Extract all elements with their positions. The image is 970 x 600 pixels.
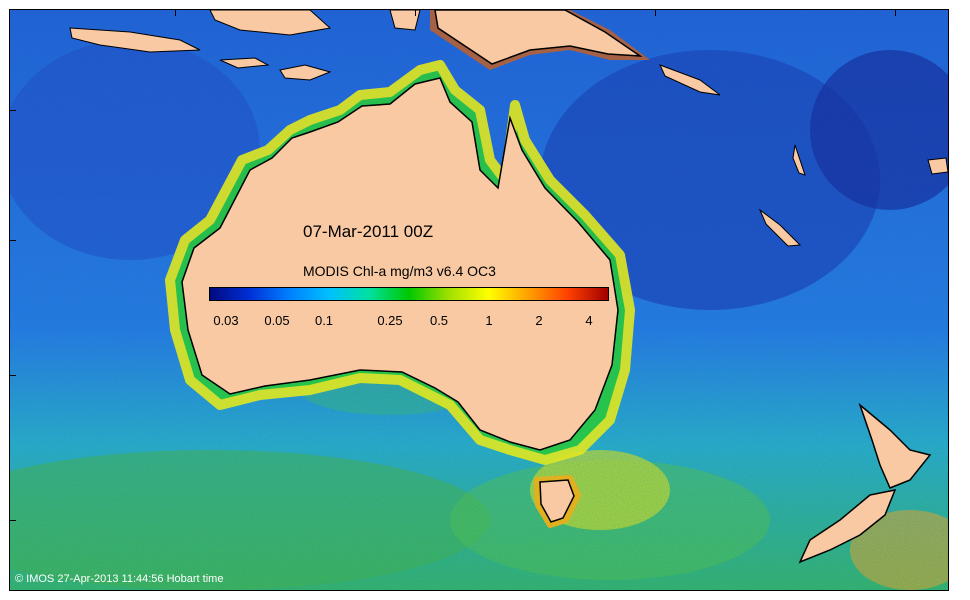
- frame-tick: [655, 10, 656, 16]
- frame-tick: [10, 375, 16, 376]
- frame-tick: [175, 10, 176, 16]
- vanuatu: [792, 144, 806, 176]
- colorbar-tick-label: 0.25: [377, 313, 403, 328]
- colorbar-tick-label: 0.05: [264, 313, 290, 328]
- fiji: [927, 157, 948, 175]
- credit-text: © IMOS 27-Apr-2013 11:44:56 Hobart time: [15, 573, 224, 585]
- borneo-landmass: [209, 10, 332, 36]
- lesser-sunda-landmass: [219, 57, 270, 69]
- new-guinea-landmass: [434, 10, 643, 65]
- tasmania-landmass: [539, 479, 575, 523]
- timor-landmass: [279, 64, 332, 81]
- colorbar-tick-label: 1: [485, 313, 493, 328]
- date-label: 07-Mar-2011 00Z: [303, 222, 434, 241]
- colorbar-title: MODIS Chl-a mg/m3 v6.4 OC3: [303, 263, 496, 279]
- solomon-islands: [659, 64, 721, 96]
- colorbar-tick-label: 0.03: [213, 313, 239, 328]
- nz-south-island: [798, 488, 897, 564]
- colorbar-tick-label: 2: [535, 313, 543, 328]
- frame-tick: [10, 520, 16, 521]
- java-landmass: [69, 27, 201, 53]
- frame-tick: [895, 10, 896, 16]
- colorbar-tick-label: 4: [585, 313, 593, 328]
- frame-tick: [415, 10, 416, 16]
- frame-tick: [10, 240, 16, 241]
- nz-north-island: [858, 402, 932, 489]
- colorbar-tick-label: 0.1: [314, 313, 334, 328]
- frame-tick: [10, 110, 16, 111]
- sulawesi-landmass: [389, 10, 421, 31]
- colorbar-tick-label: 0.5: [429, 313, 449, 328]
- new-caledonia: [758, 208, 802, 247]
- colorbar: [209, 287, 609, 301]
- australia-landmass: [181, 77, 619, 451]
